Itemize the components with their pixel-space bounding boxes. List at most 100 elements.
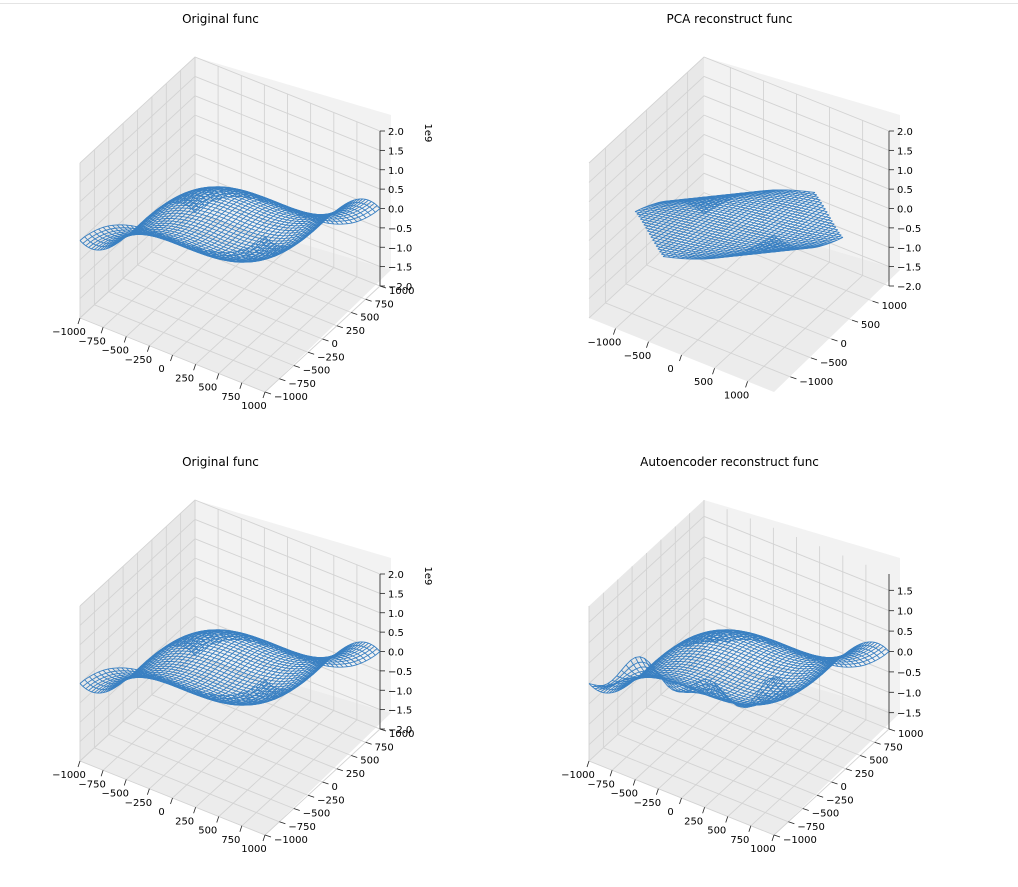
pca-surface-wire — [658, 202, 844, 238]
pca-surface-wire — [636, 213, 818, 248]
y-tick-mark — [293, 365, 300, 368]
gridline-z — [588, 556, 890, 664]
z-tick-label: −1.5 — [388, 706, 412, 717]
y-tick-label: 1000 — [882, 301, 907, 312]
y-tick-mark — [788, 821, 795, 825]
y-tick-label: −500 — [820, 358, 847, 369]
original-surface-group — [79, 186, 381, 263]
x-tick-label: −750 — [78, 779, 105, 790]
autoencoder-surface-wire — [698, 633, 884, 663]
x-tick-label: 0 — [667, 364, 673, 375]
gridline-y — [602, 592, 789, 823]
original-surface-wire — [143, 204, 329, 234]
y-tick-label: −750 — [797, 822, 824, 833]
y-tick-mark — [365, 298, 372, 302]
x-tick-label: −500 — [624, 351, 651, 362]
pca-surface-wire — [759, 229, 839, 252]
autoencoder-surface-wire — [764, 648, 881, 697]
y-tick-label: 250 — [855, 769, 874, 780]
x-tick-label: 250 — [175, 373, 194, 384]
gridline-z — [588, 75, 890, 183]
chart-title: Original func — [182, 455, 259, 469]
z-tick-label: −1.0 — [897, 243, 921, 254]
x-tick-label: 500 — [694, 377, 713, 388]
z-tick-label: −0.5 — [897, 668, 921, 679]
x-tick-label: −1000 — [52, 770, 86, 781]
y-tick-mark — [336, 325, 344, 329]
original-surface-group — [79, 629, 381, 706]
x-tick-mark — [632, 779, 636, 786]
gridline-y — [617, 579, 803, 809]
y-tick-label: 750 — [375, 299, 394, 310]
pca-surface-wire — [699, 192, 816, 260]
x-tick-mark — [216, 373, 220, 380]
y-tick-mark — [888, 728, 896, 732]
autoencoder-surface-wire — [755, 653, 871, 702]
z-tick-label: 1.5 — [388, 146, 404, 157]
original-surface-wire — [255, 205, 372, 254]
x-tick-mark — [725, 816, 729, 823]
original-surface-wire — [241, 211, 358, 261]
gridline-z — [588, 133, 890, 241]
pca-surface-wire — [646, 206, 832, 243]
autoencoder-surface-wire — [750, 654, 867, 704]
x-tick-mark — [712, 368, 715, 375]
y-tick-label: −250 — [317, 352, 344, 363]
y-tick-mark — [351, 312, 358, 315]
x-tick-label: 500 — [707, 826, 726, 837]
z-tick-label: −1.5 — [897, 709, 921, 720]
back-pane-right — [704, 57, 900, 270]
x-tick-mark — [646, 341, 649, 348]
floor-pane — [589, 655, 900, 835]
chart-title: PCA reconstruct func — [667, 12, 793, 26]
x-tick-mark — [679, 354, 682, 362]
y-tick-label: −750 — [288, 379, 315, 390]
pca-surface-wire — [741, 217, 832, 255]
gridline-z — [588, 95, 890, 203]
y-tick-label: −750 — [288, 822, 315, 833]
autoencoder-surface-wire — [700, 635, 887, 665]
y-tick-label: 500 — [861, 320, 880, 331]
original-surface-wire — [194, 638, 381, 668]
original-surface-wire — [255, 648, 372, 697]
autoencoder-surface-wire — [773, 641, 890, 691]
x-tick-label: −500 — [102, 346, 129, 357]
y-tick-mark — [851, 319, 859, 323]
z-tick-label: 0.0 — [388, 205, 404, 216]
x-tick-label: 500 — [198, 383, 217, 394]
y-tick-label: 500 — [360, 313, 379, 324]
z-tick-label: −2.0 — [388, 282, 412, 293]
pca-surface-wire — [686, 194, 826, 210]
plot-autoencoder-reconstruct-func: −1000−750−500−25002505007501000−1000−750… — [561, 455, 923, 855]
z-tick-label: 2.0 — [388, 570, 404, 581]
y-tick-mark — [790, 376, 797, 380]
x-tick-label: 0 — [667, 807, 673, 818]
z-tick-label: 1.0 — [897, 166, 913, 177]
x-tick-label: −1000 — [561, 770, 595, 781]
x-tick-label: −500 — [611, 789, 638, 800]
autoencoder-surface-wire — [695, 631, 881, 661]
z-tick-label: 2.0 — [897, 127, 913, 138]
z-tick-label: 0.5 — [897, 185, 913, 196]
pca-surface-wire — [755, 226, 837, 252]
z-tick-label: −0.5 — [388, 667, 412, 678]
z-tick-label: −0.5 — [897, 224, 921, 235]
x-tick-label: −750 — [78, 336, 105, 347]
gridline-z — [588, 536, 890, 644]
z-tick-label: 2.0 — [388, 127, 404, 138]
z-tick-label: −1.0 — [388, 686, 412, 697]
gridline-z — [588, 153, 890, 261]
x-tick-label: 750 — [730, 835, 749, 846]
gridline-z — [588, 56, 890, 164]
y-tick-mark — [351, 755, 358, 758]
x-tick-mark — [216, 816, 220, 823]
y-tick-mark — [293, 808, 300, 811]
original-surface-wire — [246, 653, 362, 702]
original-surface-wire — [140, 650, 326, 680]
gridline-z — [79, 114, 381, 222]
z-tick-label: −2.0 — [388, 725, 412, 736]
z-tick-label: −2.0 — [897, 282, 921, 293]
floor-pane — [80, 655, 391, 835]
x-tick-label: 1000 — [724, 390, 749, 401]
x-tick-mark — [193, 807, 197, 814]
